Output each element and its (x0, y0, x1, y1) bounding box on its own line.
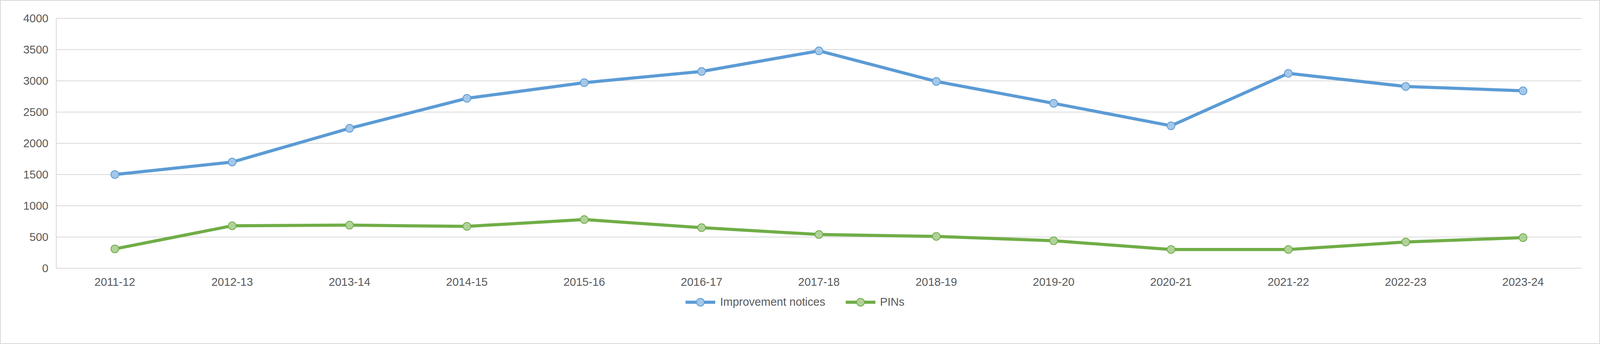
svg-text:2021-22: 2021-22 (1267, 275, 1309, 289)
svg-text:2014-15: 2014-15 (446, 275, 488, 289)
svg-text:500: 500 (29, 230, 49, 244)
svg-text:2012-13: 2012-13 (211, 275, 253, 289)
svg-text:2000: 2000 (23, 137, 49, 150)
svg-text:2019-20: 2019-20 (1032, 275, 1075, 289)
svg-text:2015-16: 2015-16 (563, 275, 605, 289)
svg-text:0: 0 (42, 262, 49, 275)
svg-text:3000: 3000 (23, 74, 49, 88)
html-text:Improvement notices: Improvement notices (720, 295, 826, 309)
svg-text:2013-14: 2013-14 (328, 275, 371, 289)
svg-text:2017-18: 2017-18 (798, 275, 840, 289)
svg-text:2020-21: 2020-21 (1150, 275, 1192, 289)
svg-text:2023-24: 2023-24 (1502, 275, 1544, 289)
svg-text:2011-12: 2011-12 (94, 275, 136, 289)
svg-text:1500: 1500 (23, 168, 49, 181)
svg-text:2016-17: 2016-17 (680, 275, 723, 289)
svg-text:2022-23: 2022-23 (1384, 275, 1427, 289)
html-text:PINs: PINs (879, 295, 905, 309)
svg-text:4000: 4000 (23, 12, 49, 25)
svg-text:2500: 2500 (23, 105, 49, 119)
svg-text:3500: 3500 (23, 43, 49, 56)
svg-text:1000: 1000 (23, 199, 49, 213)
svg-text:2018-19: 2018-19 (915, 275, 958, 289)
